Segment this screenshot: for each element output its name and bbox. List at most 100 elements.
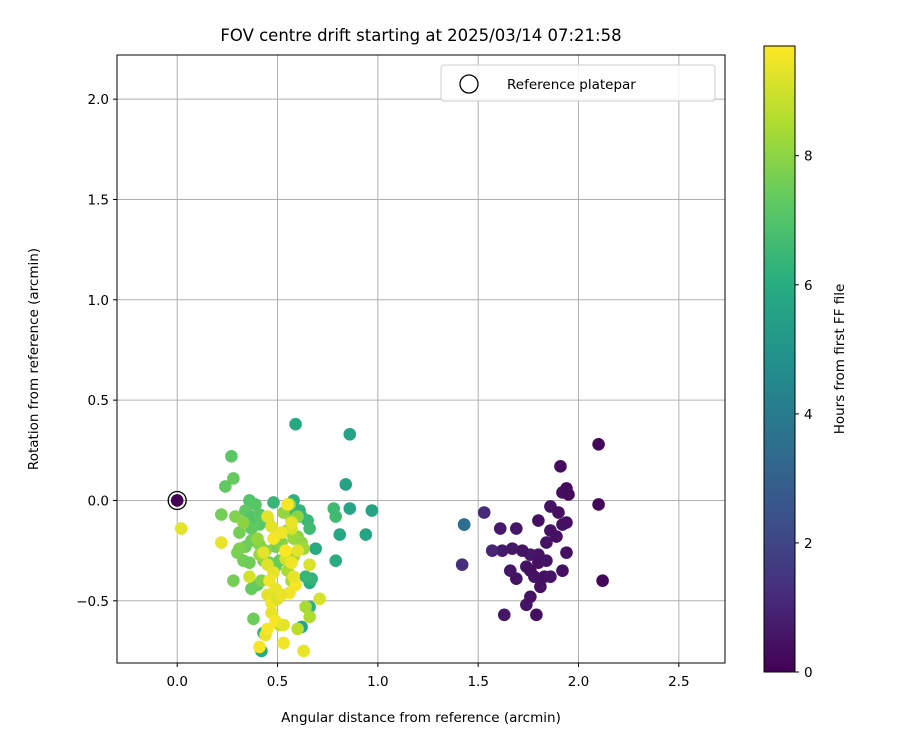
- y-tick-label: 0.5: [88, 393, 109, 409]
- data-point: [227, 574, 240, 588]
- data-point: [261, 622, 274, 636]
- x-tick-label: 0.5: [267, 674, 288, 690]
- data-point: [299, 600, 312, 614]
- data-point: [215, 508, 228, 521]
- data-point: [534, 580, 547, 594]
- colorbar-tick-label: 8: [804, 149, 813, 165]
- data-point: [279, 544, 292, 557]
- data-point: [329, 510, 343, 523]
- data-point: [592, 437, 605, 451]
- x-tick-label: 1.5: [467, 674, 488, 690]
- data-point: [457, 518, 471, 531]
- y-tick-label: 0.0: [88, 493, 109, 509]
- data-point: [532, 514, 545, 527]
- data-point: [227, 472, 240, 485]
- data-point: [243, 570, 256, 584]
- data-point: [359, 528, 373, 541]
- data-point: [544, 570, 557, 584]
- data-point: [309, 542, 322, 555]
- data-point: [219, 480, 232, 493]
- colorbar-tick-label: 0: [804, 665, 813, 681]
- x-tick-label: 2.5: [668, 674, 689, 690]
- data-point: [333, 528, 347, 541]
- data-point: [237, 516, 250, 529]
- data-point: [297, 644, 310, 658]
- data-point: [289, 417, 302, 431]
- data-point: [365, 504, 379, 517]
- reference-marker: [167, 490, 187, 511]
- legend-box: [440, 64, 716, 102]
- data-point: [275, 588, 288, 602]
- data-point: [299, 570, 312, 584]
- reference-ring-icon: [167, 490, 187, 511]
- data-point: [343, 427, 357, 441]
- data-point: [592, 498, 605, 511]
- legend-reference-marker-icon: [459, 74, 479, 94]
- data-points: [174, 417, 609, 658]
- data-point: [477, 506, 491, 519]
- chart-title: FOV centre drift starting at 2025/03/14 …: [220, 26, 621, 45]
- data-point: [497, 608, 511, 622]
- data-point: [303, 522, 316, 535]
- data-point: [560, 516, 573, 529]
- data-point: [257, 546, 270, 559]
- data-point: [493, 522, 507, 535]
- data-point: [485, 544, 499, 557]
- data-point: [275, 526, 288, 539]
- y-axis-label: Rotation from reference (arcmin): [26, 248, 42, 470]
- data-point: [552, 506, 565, 519]
- data-point: [506, 542, 519, 555]
- data-point: [540, 536, 553, 549]
- data-point: [313, 592, 326, 606]
- data-point: [303, 558, 316, 571]
- data-point: [562, 488, 575, 501]
- data-point: [215, 536, 228, 549]
- legend-entry-reference-platepar: Reference platepar: [507, 77, 636, 93]
- data-point: [249, 498, 262, 511]
- data-point: [243, 556, 256, 569]
- data-point: [556, 564, 569, 577]
- y-tick-label: 2.0: [88, 92, 109, 108]
- data-point: [277, 636, 290, 650]
- colorbar-tick-label: 4: [804, 407, 813, 423]
- data-point: [233, 526, 246, 539]
- data-point: [516, 544, 529, 557]
- data-point: [253, 640, 266, 654]
- data-point: [261, 510, 274, 523]
- data-point: [291, 544, 304, 557]
- colorbar-label: Hours from first FF file: [832, 284, 848, 435]
- plot-frame: [116, 54, 726, 664]
- data-point: [287, 570, 300, 584]
- data-point: [596, 574, 609, 588]
- data-point: [455, 558, 469, 571]
- data-point: [530, 608, 543, 622]
- data-point: [281, 498, 294, 511]
- data-point: [510, 522, 523, 535]
- data-point: [329, 554, 343, 567]
- y-axis-ticks: −0.5 0.0 0.5 1.0 1.5 2.0: [76, 92, 117, 610]
- data-point: [277, 618, 290, 632]
- data-point: [339, 478, 353, 491]
- data-point: [560, 546, 573, 559]
- data-point: [245, 582, 258, 596]
- data-point: [495, 544, 509, 557]
- data-point: [267, 496, 280, 509]
- colorbar-gradient: [763, 45, 796, 673]
- data-point: [225, 450, 238, 463]
- reference-point: [170, 494, 184, 507]
- data-point: [285, 516, 298, 529]
- y-tick-label: 1.0: [88, 293, 109, 309]
- x-axis-ticks: 0.0 0.5 1.0 1.5 2.0 2.5: [166, 663, 690, 690]
- data-point: [520, 598, 533, 612]
- x-axis-label: Angular distance from reference (arcmin): [281, 710, 561, 726]
- colorbar-tick-label: 6: [804, 278, 813, 294]
- data-point: [174, 522, 188, 535]
- data-point: [550, 530, 563, 543]
- colorbar: 0 2 4 6 8 Hours from first FF file: [763, 45, 848, 681]
- data-point: [554, 460, 567, 473]
- legend: Reference platepar: [440, 64, 716, 102]
- plot-area: 0.0 0.5 1.0 1.5 2.0 2.5 −0.5 0.0 0.5 1.0 1.5 2.0: [76, 54, 726, 690]
- data-point: [247, 612, 260, 626]
- data-point: [510, 572, 523, 586]
